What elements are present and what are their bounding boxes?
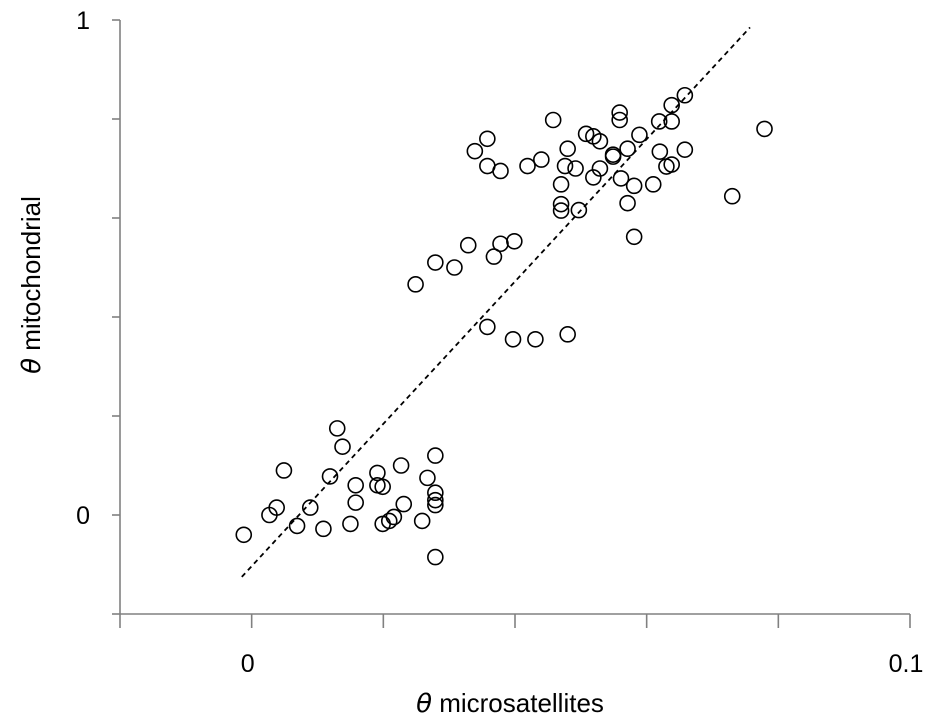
data-point [461, 238, 476, 253]
data-point [558, 159, 573, 174]
y-axis-label-symbol: θ [17, 358, 47, 374]
data-point [428, 448, 443, 463]
data-point [343, 516, 358, 531]
data-point [560, 327, 575, 342]
data-point [560, 141, 575, 156]
data-point [664, 157, 679, 172]
trendline [242, 27, 750, 576]
data-point [348, 495, 363, 510]
data-point [480, 131, 495, 146]
data-point [677, 88, 692, 103]
data-point [528, 332, 543, 347]
y-tick-label: 1 [76, 7, 90, 35]
data-point [620, 196, 635, 211]
data-point [386, 509, 401, 524]
data-point [394, 458, 409, 473]
x-axis-label-symbol: θ [416, 689, 432, 719]
data-point [757, 121, 772, 136]
data-point [546, 112, 561, 127]
data-point [507, 234, 522, 249]
data-point [276, 463, 291, 478]
data-point [534, 152, 549, 167]
data-point [506, 332, 521, 347]
data-point [408, 277, 423, 292]
data-point [571, 203, 586, 218]
data-point [348, 478, 363, 493]
x-tick-label: 0.1 [889, 650, 924, 678]
data-point [646, 177, 661, 192]
data-point [447, 260, 462, 275]
y-axis-label-text: mitochondrial [16, 196, 46, 358]
data-point [396, 497, 411, 512]
data-point [632, 127, 647, 142]
data-point [420, 470, 435, 485]
data-point [428, 550, 443, 565]
y-axis-ticks [112, 20, 120, 614]
data-point [725, 189, 740, 204]
axes [112, 20, 910, 628]
data-point [620, 141, 635, 156]
data-point [236, 527, 251, 542]
data-point [290, 518, 305, 533]
x-axis-ticks [120, 614, 910, 628]
data-point [554, 203, 569, 218]
data-point [330, 421, 345, 436]
data-point [554, 197, 569, 212]
data-point [467, 144, 482, 159]
y-tick-label: 0 [76, 502, 90, 530]
data-point [415, 513, 430, 528]
data-point [652, 144, 667, 159]
x-tick-label: 0 [241, 650, 255, 678]
data-point [627, 229, 642, 244]
y-axis-label: θ mitochondrial [16, 196, 47, 374]
data-point [493, 236, 508, 251]
data-point [493, 163, 508, 178]
data-point [428, 255, 443, 270]
data-point [480, 319, 495, 334]
tick-labels: 0 1 0 0.1 [76, 7, 923, 678]
data-point [520, 159, 535, 174]
data-point [335, 439, 350, 454]
data-point [568, 161, 583, 176]
data-point [375, 479, 390, 494]
data-point [627, 178, 642, 193]
x-axis-label-text: microsatellites [432, 688, 604, 718]
data-point [316, 521, 331, 536]
data-point [554, 177, 569, 192]
x-axis-label: θ microsatellites [416, 688, 604, 719]
data-point [677, 142, 692, 157]
data-points [236, 88, 772, 565]
